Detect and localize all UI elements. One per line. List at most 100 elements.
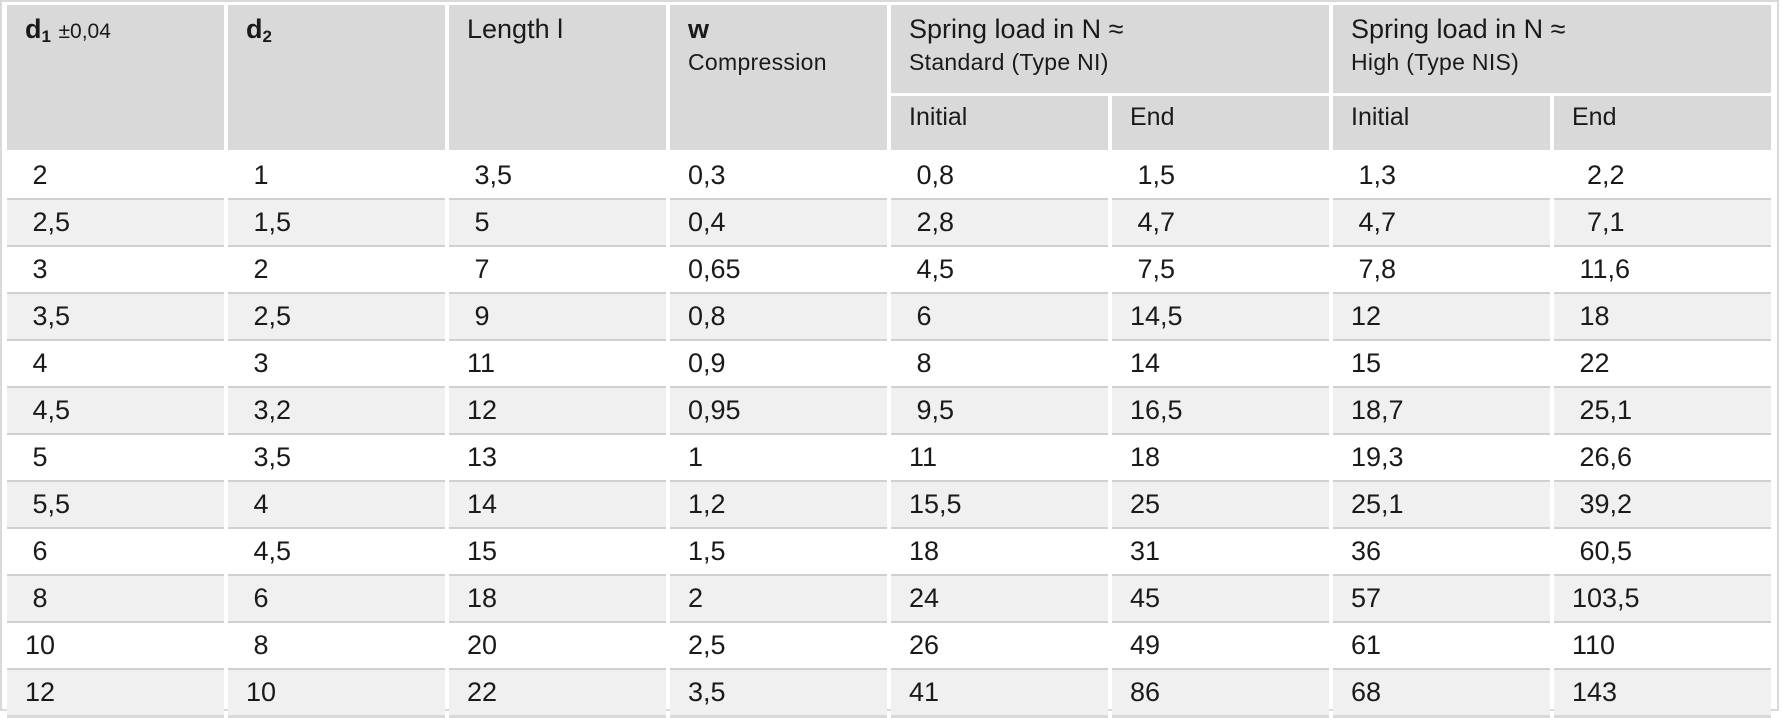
cell-d2: 3,5 [228,435,445,482]
cell-standard-initial: 8 [891,341,1108,388]
cell-length: 14 [449,482,666,529]
header-high-end: End [1554,96,1771,153]
cell-high-initial: 25,1 [1333,482,1550,529]
cell-standard-initial: 24 [891,576,1108,623]
table-row: 5 3,5 13 1 11 18 19,3 26,6 [7,435,1771,482]
cell-w: 0,65 [670,247,887,294]
cell-high-end: 7,1 [1554,200,1771,247]
cell-d1: 12 [7,670,224,718]
cell-standard-end: 14 [1112,341,1329,388]
cell-high-end: 39,2 [1554,482,1771,529]
cell-d2: 3 [228,341,445,388]
cell-standard-end: 25 [1112,482,1329,529]
header-spring-load-high: Spring load in N ≈ High (Type NIS) [1333,5,1771,96]
table-body: 2 1 3,5 0,3 0,8 1,5 1,3 2,2 2,5 1,5 5 0,4 … [7,153,1771,718]
cell-d2: 4 [228,482,445,529]
cell-standard-initial: 11 [891,435,1108,482]
cell-length: 20 [449,623,666,670]
cell-d1: 10 [7,623,224,670]
cell-standard-end: 16,5 [1112,388,1329,435]
cell-length: 13 [449,435,666,482]
cell-d1: 5,5 [7,482,224,529]
cell-w: 0,8 [670,294,887,341]
cell-standard-initial: 4,5 [891,247,1108,294]
cell-d1: 4,5 [7,388,224,435]
cell-standard-initial: 41 [891,670,1108,718]
cell-standard-end: 4,7 [1112,200,1329,247]
header-high-sublabel: High (Type NIS) [1351,48,1520,75]
cell-high-end: 26,6 [1554,435,1771,482]
header-d2: d2 [228,5,445,153]
cell-d2: 2,5 [228,294,445,341]
cell-standard-initial: 26 [891,623,1108,670]
table-row: 12 10 22 3,5 41 86 68 143 [7,670,1771,718]
header-d1-tolerance: ±0,04 [58,20,111,43]
cell-d1: 8 [7,576,224,623]
header-spring-load-standard: Spring load in N ≈ Standard (Type NI) [891,5,1329,96]
cell-d2: 6 [228,576,445,623]
cell-high-end: 18 [1554,294,1771,341]
header-high-initial: Initial [1333,96,1550,153]
cell-w: 2 [670,576,887,623]
cell-high-end: 143 [1554,670,1771,718]
header-standard-end: End [1112,96,1329,153]
table-row: 4 3 11 0,9 8 14 15 22 [7,341,1771,388]
cell-length: 22 [449,670,666,718]
cell-w: 0,9 [670,341,887,388]
cell-standard-end: 49 [1112,623,1329,670]
cell-w: 3,5 [670,670,887,718]
header-standard-initial: Initial [891,96,1108,153]
cell-w: 0,95 [670,388,887,435]
cell-standard-end: 31 [1112,529,1329,576]
header-d1: d1 ±0,04 [7,5,224,153]
cell-standard-end: 1,5 [1112,153,1329,200]
cell-high-end: 2,2 [1554,153,1771,200]
header-high-title: Spring load in N ≈ [1351,14,1566,44]
cell-d2: 10 [228,670,445,718]
cell-high-initial: 1,3 [1333,153,1550,200]
cell-length: 18 [449,576,666,623]
cell-standard-initial: 6 [891,294,1108,341]
cell-length: 3,5 [449,153,666,200]
cell-high-initial: 7,8 [1333,247,1550,294]
cell-d1: 2,5 [7,200,224,247]
table-header: d1 ±0,04 d2 Length l w Compression Sprin… [7,5,1771,153]
header-d1-symbol: d [25,14,42,44]
header-standard-title: Spring load in N ≈ [909,14,1124,44]
cell-standard-initial: 15,5 [891,482,1108,529]
cell-high-initial: 15 [1333,341,1550,388]
cell-high-initial: 18,7 [1333,388,1550,435]
header-d2-subscript: 2 [262,27,272,46]
cell-d2: 1 [228,153,445,200]
cell-standard-end: 14,5 [1112,294,1329,341]
cell-d2: 2 [228,247,445,294]
cell-length: 15 [449,529,666,576]
cell-high-initial: 61 [1333,623,1550,670]
cell-length: 5 [449,200,666,247]
cell-d1: 3,5 [7,294,224,341]
header-w: w Compression [670,5,887,153]
spring-specification-table: d1 ±0,04 d2 Length l w Compression Sprin… [3,5,1775,718]
cell-standard-end: 86 [1112,670,1329,718]
cell-standard-initial: 9,5 [891,388,1108,435]
header-w-sublabel: Compression [688,48,827,75]
cell-w: 1,5 [670,529,887,576]
cell-w: 0,3 [670,153,887,200]
table-row: 3,5 2,5 9 0,8 6 14,5 12 18 [7,294,1771,341]
cell-d2: 1,5 [228,200,445,247]
cell-d2: 4,5 [228,529,445,576]
cell-high-initial: 4,7 [1333,200,1550,247]
cell-standard-end: 45 [1112,576,1329,623]
cell-length: 9 [449,294,666,341]
cell-standard-initial: 2,8 [891,200,1108,247]
header-d1-subscript: 1 [41,27,51,46]
cell-high-initial: 36 [1333,529,1550,576]
table-row: 6 4,5 15 1,5 18 31 36 60,5 [7,529,1771,576]
cell-high-end: 60,5 [1554,529,1771,576]
cell-high-end: 103,5 [1554,576,1771,623]
header-d2-symbol: d [246,14,263,44]
cell-w: 2,5 [670,623,887,670]
header-standard-sublabel: Standard (Type NI) [909,48,1109,75]
cell-standard-initial: 0,8 [891,153,1108,200]
cell-standard-initial: 18 [891,529,1108,576]
